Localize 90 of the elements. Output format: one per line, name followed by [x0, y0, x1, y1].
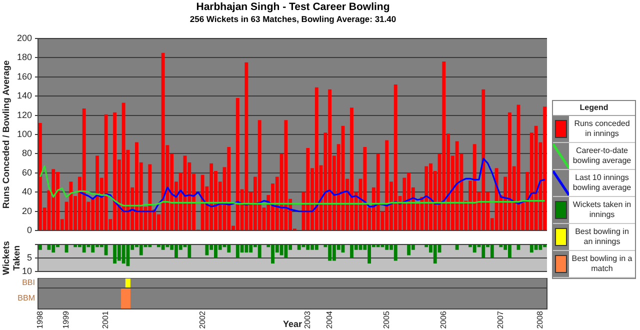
x-tick-label: 2007: [496, 310, 506, 329]
bar: [139, 244, 143, 256]
legend-label: Best bowling in a match: [570, 253, 634, 274]
bar: [433, 244, 437, 264]
y-axis-title: Runs Conceded / Bowling Average: [0, 60, 11, 209]
bar: [284, 244, 288, 258]
bar: [376, 154, 380, 230]
bar: [91, 244, 95, 253]
x-tick-label: 2004: [325, 310, 334, 329]
x-tick-label: 2001: [101, 310, 110, 329]
y-tick-label: 200: [16, 32, 32, 43]
x-axis-title: Year: [282, 319, 302, 330]
text: Last 10 innings bowling average: [572, 172, 632, 193]
bar: [258, 120, 262, 230]
x-tick-label: 2002: [198, 310, 207, 329]
x-tick-label: 2005: [382, 310, 392, 329]
bar: [69, 182, 73, 230]
chart-subtitle: 256 Wickets in 63 Matches, Bowling Average: 31.40: [188, 14, 398, 25]
bar: [472, 244, 476, 253]
x-tick-label: 1999: [62, 310, 71, 329]
bar: [530, 244, 534, 253]
bar: [161, 244, 165, 250]
bar: [188, 244, 192, 258]
bar: [306, 244, 310, 250]
y-tick-label: 20: [22, 206, 32, 216]
y-axis-title: Wickets Taken: [0, 241, 22, 275]
y-axis-title: BBM: [18, 294, 36, 303]
bar: [82, 108, 86, 230]
legend-label: Runs conceded in innings: [573, 118, 631, 139]
bar: [74, 244, 78, 248]
chart-title: Harbhajan Singh - Test Career Bowling: [195, 1, 391, 14]
bar: [314, 87, 318, 230]
bar: [122, 102, 126, 230]
bar: [472, 144, 476, 230]
bar: [499, 244, 503, 248]
bar: [284, 120, 288, 230]
bar: [122, 244, 126, 264]
y-tick-label: 140: [16, 90, 32, 101]
bar: [52, 244, 56, 253]
bar: [205, 244, 209, 256]
y-tick-label: 120: [16, 110, 32, 120]
legend-label: Wickets taken in innings: [572, 199, 632, 220]
bar: [258, 244, 262, 258]
y-tick-label: 10: [22, 266, 32, 276]
bar: [494, 168, 498, 230]
x-tick-label: 2003: [303, 310, 312, 329]
y-tick-label: 180: [16, 52, 32, 62]
x-tick-label: 2006: [439, 310, 448, 329]
y-tick-label: 80: [22, 148, 32, 158]
legend-label: Best bowling in an innings: [574, 226, 630, 247]
bar: [166, 244, 170, 248]
x-tick-label: 2008: [536, 310, 545, 329]
y-axis-title: BBI: [22, 278, 35, 288]
bar: [394, 84, 398, 230]
bar: [161, 52, 165, 230]
bar: [455, 244, 459, 250]
bar: [227, 244, 231, 253]
y-tick-label: 100: [16, 128, 32, 139]
bar: [538, 244, 542, 250]
bar: [380, 244, 384, 248]
bar: [482, 89, 486, 230]
bar: [455, 141, 459, 230]
bar: [297, 244, 301, 250]
bar: [148, 244, 152, 248]
bar: [394, 244, 398, 261]
bar: [244, 244, 248, 253]
legend-title: Legend: [553, 101, 635, 116]
y-tick-label: 0: [26, 225, 32, 236]
y-tick-label: 40: [22, 186, 32, 197]
bar: [227, 146, 231, 230]
bar: [508, 244, 512, 258]
text: Career-to-date bowling average: [572, 145, 632, 166]
bar: [38, 244, 42, 250]
bar: [306, 148, 310, 230]
bar: [200, 174, 204, 230]
y-tick-label: 60: [22, 167, 32, 178]
bar: [490, 244, 494, 258]
bar: [482, 244, 486, 258]
bar: [126, 244, 130, 266]
y-tick-label: 160: [16, 71, 32, 82]
bar: [244, 62, 248, 230]
bar: [148, 164, 152, 230]
bar: [376, 244, 380, 248]
bar: [442, 61, 446, 230]
x-tick-label: 1998: [35, 310, 44, 329]
bar: [52, 169, 56, 230]
y-tick-label: 5: [26, 252, 32, 262]
bar: [363, 146, 367, 230]
bar: [314, 244, 318, 250]
bar: [82, 244, 86, 253]
